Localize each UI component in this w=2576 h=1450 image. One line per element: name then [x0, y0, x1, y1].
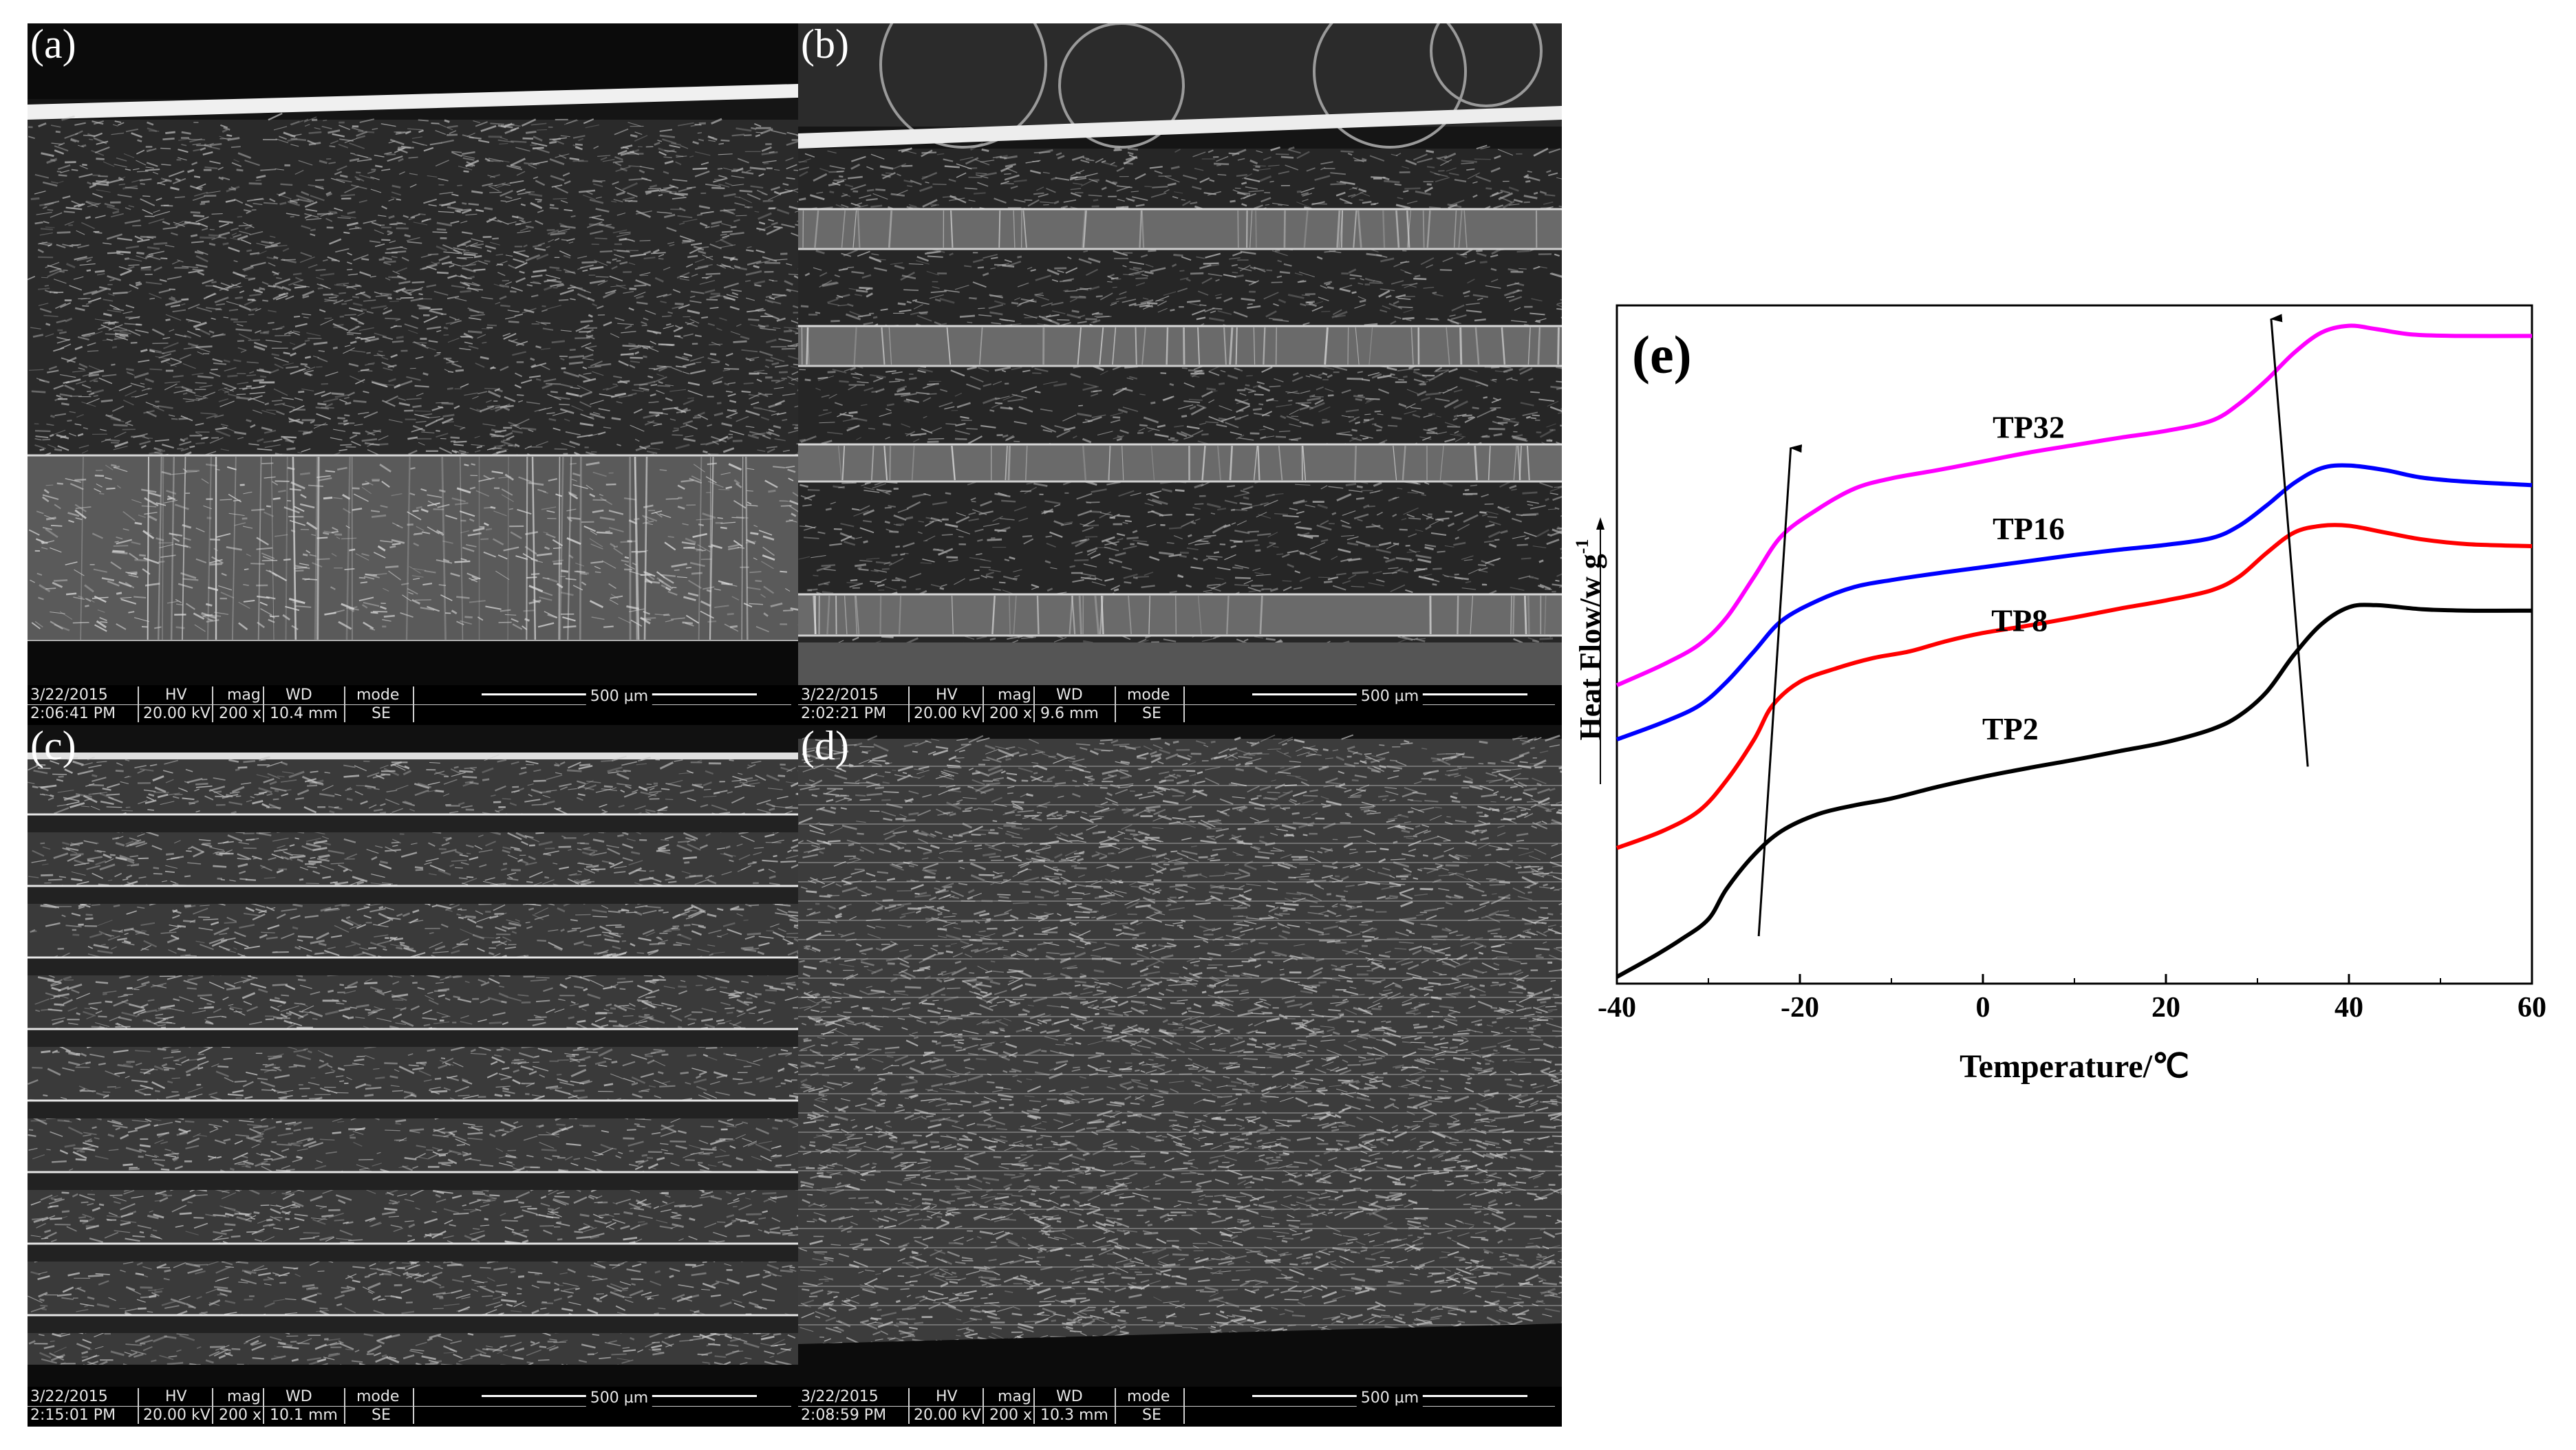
databar-rule — [28, 704, 791, 705]
sem-databar: 3/22/2015 2:02:21 PM HV 20.00 kV mag 200 x WD 9… — [798, 685, 1562, 725]
scale-bar-label: 500 µm — [1356, 1389, 1424, 1407]
databar-hv-label: HV — [936, 686, 958, 704]
x-tick-label: 0 — [1976, 992, 1990, 1024]
databar-time: 2:02:21 PM — [801, 705, 887, 722]
scale-bar: 500 µm — [1252, 686, 1527, 705]
scale-bar-label: 500 µm — [586, 688, 653, 705]
databar-mag-label: mag — [998, 686, 1031, 704]
series-line-tp32 — [1616, 323, 2533, 687]
trend-arrows — [1757, 314, 2309, 937]
series-label-tp8: TP8 — [1991, 603, 2048, 638]
panel-label: (c) — [30, 725, 76, 768]
panel-label: (d) — [801, 725, 849, 768]
sem-databar: 3/22/2015 2:08:59 PM HV 20.00 kV mag 200 x WD 1… — [798, 1387, 1562, 1427]
series-line-tp2 — [1616, 603, 2533, 979]
databar-rule — [798, 1406, 1555, 1407]
x-tick-label: -40 — [1598, 992, 1636, 1024]
databar-mode: SE — [1142, 705, 1161, 722]
databar-mag-label: mag — [227, 1388, 261, 1405]
series-lines — [1616, 323, 2533, 979]
databar-wd-label: WD — [286, 686, 312, 704]
x-axis-ticks: -40 -20 0 20 40 60 — [1598, 974, 2546, 1024]
databar-mode: SE — [372, 1407, 391, 1424]
databar-mode-label: mode — [1127, 1388, 1170, 1405]
databar-mag-label: mag — [227, 686, 261, 704]
scale-bar-label: 500 µm — [586, 1389, 653, 1407]
x-tick-label: -20 — [1781, 992, 1819, 1024]
databar-wd-label: WD — [1056, 686, 1083, 704]
databar-hv: 20.00 kV — [143, 1407, 211, 1424]
databar-hv-label: HV — [165, 686, 187, 704]
x-tick-label: 20 — [2151, 992, 2180, 1024]
series-label-tp32: TP32 — [1993, 409, 2065, 444]
scale-bar-label: 500 µm — [1356, 688, 1424, 705]
databar-wd: 10.1 mm — [270, 1407, 338, 1424]
x-tick-label: 40 — [2334, 992, 2363, 1024]
databar-mode-label: mode — [356, 1388, 400, 1405]
y-axis-label-sup: -1 — [1572, 539, 1592, 554]
databar-hv: 20.00 kV — [914, 1407, 981, 1424]
trend-arrow — [1757, 444, 1803, 937]
databar-time: 2:08:59 PM — [801, 1407, 887, 1424]
trend-arrow — [2269, 314, 2309, 767]
databar-mode: SE — [372, 705, 391, 722]
sem-databar: 3/22/2015 2:06:41 PM HV 20.00 kV mag 200 x WD 1… — [28, 685, 798, 725]
databar-hv-label: HV — [165, 1388, 187, 1405]
scale-bar: 500 µm — [1252, 1388, 1527, 1407]
databar-mode: SE — [1142, 1407, 1161, 1424]
databar-mode-label: mode — [356, 686, 400, 704]
x-tick-label: 60 — [2518, 992, 2546, 1024]
x-axis-label: Temperature/℃ — [1960, 1048, 2189, 1085]
databar-wd: 9.6 mm — [1040, 705, 1099, 722]
sem-databar: 3/22/2015 2:15:01 PM HV 20.00 kV mag 200 x WD 1… — [28, 1387, 798, 1427]
databar-wd: 10.3 mm — [1040, 1407, 1108, 1424]
dsc-chart: -40 -20 0 20 40 60 TP32 TP16 TP8 TP2 (e) Tempera… — [1572, 304, 2546, 1085]
databar-wd-label: WD — [1056, 1388, 1083, 1405]
panel-label: (a) — [30, 23, 76, 67]
series-label-tp16: TP16 — [1993, 511, 2065, 546]
databar-time: 2:15:01 PM — [30, 1407, 116, 1424]
databar-date: 3/22/2015 — [801, 686, 879, 704]
series-line-tp16 — [1616, 463, 2533, 742]
series-line-tp8 — [1616, 523, 2533, 850]
panel-label: (b) — [801, 23, 849, 67]
sem-panel-b: (b) 3/22/2015 2:02:21 PM HV 20.00 kV mag 200 … — [798, 23, 1562, 725]
sem-image-c — [28, 725, 798, 1387]
sem-image-a — [28, 23, 798, 685]
y-axis-direction-arrowhead — [1596, 517, 1604, 530]
databar-mag: 200 x — [219, 1407, 262, 1424]
databar-date: 3/22/2015 — [801, 1388, 879, 1405]
databar-date: 3/22/2015 — [30, 686, 108, 704]
databar-mag-label: mag — [998, 1388, 1031, 1405]
databar-wd: 10.4 mm — [270, 705, 338, 722]
scale-bar: 500 µm — [482, 1388, 757, 1407]
sem-panel-c: (c) 3/22/2015 2:15:01 PM HV 20.00 kV mag 200 … — [28, 725, 798, 1427]
databar-rule — [798, 704, 1555, 705]
databar-hv: 20.00 kV — [914, 705, 981, 722]
databar-time: 2:06:41 PM — [30, 705, 116, 722]
series-label-tp2: TP2 — [1982, 711, 2039, 746]
y-axis-label-main: Heat Flow/w g — [1574, 554, 1607, 740]
y-axis-label: Heat Flow/w g-1 — [1572, 539, 1607, 741]
plot-frame — [1616, 304, 2533, 985]
sem-panel-a: (a) 3/22/2015 2:06:41 PM HV 20.00 kV mag 200 … — [28, 23, 798, 725]
chart-panel-label: (e) — [1632, 325, 1692, 385]
sem-panel-d: (d) 3/22/2015 2:08:59 PM HV 20.00 kV mag 200 … — [798, 725, 1562, 1427]
scale-bar: 500 µm — [482, 686, 757, 705]
sem-image-b — [798, 23, 1562, 685]
databar-mag: 200 x — [219, 705, 262, 722]
databar-wd-label: WD — [286, 1388, 312, 1405]
databar-hv-label: HV — [936, 1388, 958, 1405]
series-labels: TP32 TP16 TP8 TP2 — [1982, 409, 2065, 746]
databar-date: 3/22/2015 — [30, 1388, 108, 1405]
databar-rule — [28, 1406, 791, 1407]
databar-mode-label: mode — [1127, 686, 1170, 704]
sem-image-d — [798, 725, 1562, 1387]
databar-hv: 20.00 kV — [143, 705, 211, 722]
databar-mag: 200 x — [989, 1407, 1033, 1424]
databar-mag: 200 x — [989, 705, 1033, 722]
